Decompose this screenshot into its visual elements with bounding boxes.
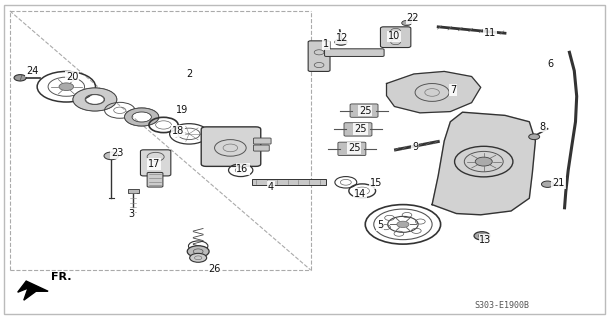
Circle shape — [104, 152, 119, 160]
Text: 5: 5 — [378, 220, 384, 230]
Text: 1: 1 — [323, 39, 329, 49]
Text: 26: 26 — [208, 264, 220, 274]
FancyBboxPatch shape — [252, 179, 326, 185]
Circle shape — [474, 232, 490, 240]
Text: 3: 3 — [128, 209, 135, 219]
Text: 24: 24 — [26, 67, 38, 76]
Circle shape — [14, 75, 26, 81]
Text: 10: 10 — [389, 31, 401, 41]
Text: 25: 25 — [348, 143, 361, 153]
Text: 2: 2 — [186, 69, 192, 79]
Text: 17: 17 — [147, 159, 160, 169]
FancyBboxPatch shape — [381, 27, 411, 48]
Text: 13: 13 — [479, 235, 491, 245]
Circle shape — [475, 157, 492, 166]
FancyBboxPatch shape — [350, 104, 378, 117]
Text: FR.: FR. — [51, 272, 71, 282]
Text: 7: 7 — [450, 85, 457, 95]
Text: 12: 12 — [336, 33, 348, 43]
Text: 9: 9 — [412, 142, 418, 152]
FancyBboxPatch shape — [147, 172, 163, 187]
Text: 23: 23 — [111, 148, 124, 158]
Circle shape — [529, 134, 540, 140]
Circle shape — [335, 39, 347, 45]
Wedge shape — [125, 108, 159, 126]
Polygon shape — [387, 71, 481, 113]
FancyBboxPatch shape — [338, 142, 366, 156]
Text: 11: 11 — [484, 28, 496, 37]
Text: 21: 21 — [552, 178, 565, 188]
Circle shape — [59, 83, 74, 91]
Circle shape — [397, 221, 409, 228]
Text: 14: 14 — [354, 189, 367, 199]
Circle shape — [402, 20, 412, 26]
Text: 18: 18 — [172, 126, 185, 136]
FancyBboxPatch shape — [344, 123, 372, 136]
Text: 6: 6 — [547, 60, 554, 69]
Polygon shape — [432, 112, 535, 215]
Circle shape — [187, 246, 209, 257]
Wedge shape — [73, 88, 117, 111]
Text: 16: 16 — [236, 164, 248, 174]
Text: 4: 4 — [268, 182, 274, 192]
Text: S303-E1900B: S303-E1900B — [474, 301, 529, 310]
FancyBboxPatch shape — [253, 138, 271, 144]
Text: 25: 25 — [354, 124, 367, 134]
FancyBboxPatch shape — [325, 49, 384, 56]
Text: 19: 19 — [175, 105, 188, 115]
Text: 20: 20 — [66, 72, 79, 82]
FancyBboxPatch shape — [141, 150, 171, 176]
Text: 22: 22 — [406, 13, 419, 23]
Text: 25: 25 — [359, 106, 371, 116]
FancyBboxPatch shape — [128, 189, 139, 193]
FancyBboxPatch shape — [253, 145, 269, 151]
Text: 15: 15 — [370, 178, 382, 188]
Text: 8: 8 — [540, 122, 546, 132]
FancyBboxPatch shape — [308, 41, 330, 71]
FancyBboxPatch shape — [201, 127, 261, 166]
Circle shape — [541, 181, 554, 188]
Polygon shape — [18, 281, 48, 300]
Circle shape — [189, 253, 206, 262]
